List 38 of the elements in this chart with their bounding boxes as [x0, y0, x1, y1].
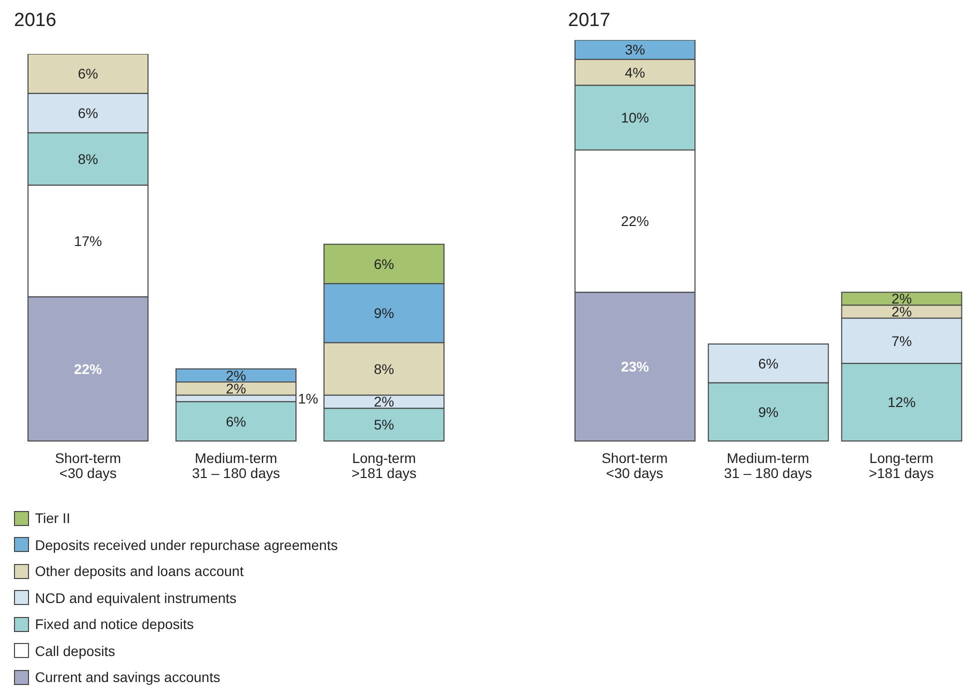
data-label: 2% — [374, 394, 394, 410]
x-tick-label: Medium-term 31 – 180 days — [192, 450, 280, 481]
data-label: 6% — [758, 355, 778, 372]
data-label: 9% — [374, 305, 394, 322]
data-label: 6% — [78, 66, 98, 82]
data-label: 12% — [888, 394, 916, 410]
data-label: 23% — [620, 358, 650, 375]
data-label: 17% — [74, 232, 102, 249]
chart-title: 2016 — [14, 10, 56, 32]
legend-label: Current and savings accounts — [35, 669, 220, 686]
x-tick-label: Long-term >181 days — [868, 450, 934, 481]
data-label: 9% — [758, 404, 778, 420]
legend-label: Fixed and notice deposits — [35, 616, 194, 632]
data-label: 10% — [620, 110, 650, 126]
x-tick-label: Medium-term 31 – 180 days — [724, 450, 812, 481]
data-label: 8% — [374, 360, 394, 377]
data-label: 22% — [74, 360, 103, 377]
chart-title: 2017 — [568, 10, 610, 32]
legend-label: Tier II — [35, 510, 70, 526]
data-label: 6% — [78, 105, 98, 122]
data-label: 1% — [298, 390, 318, 406]
legend-label: Other deposits and loans account — [35, 563, 244, 580]
data-label: 2% — [226, 380, 246, 397]
data-label: 2% — [226, 367, 246, 384]
legend-label: NCD and equivalent instruments — [35, 590, 237, 606]
x-tick-label: Short-term <30 days — [602, 450, 668, 481]
data-label: 4% — [624, 64, 646, 80]
data-label: 5% — [374, 416, 394, 433]
legend-label: Deposits received under repurchase agreements — [35, 536, 338, 553]
data-label: 8% — [78, 150, 98, 167]
x-tick-label: Short-term <30 days — [54, 450, 122, 481]
data-label: 3% — [624, 42, 646, 58]
legend-label: Call deposits — [35, 642, 116, 659]
data-label: 6% — [374, 256, 394, 272]
x-tick-label: Long-term >181 days — [352, 450, 416, 481]
data-label: 7% — [892, 332, 912, 349]
data-label: 22% — [620, 213, 650, 230]
data-label: 6% — [226, 413, 246, 430]
